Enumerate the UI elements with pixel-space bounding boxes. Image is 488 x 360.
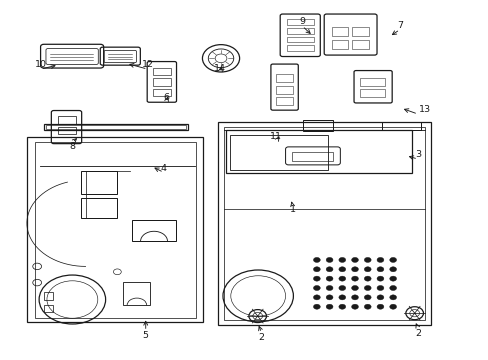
Bar [359,78,385,86]
Bar [81,171,117,194]
Circle shape [338,267,345,272]
Bar [132,220,176,241]
Circle shape [338,276,345,281]
Circle shape [338,295,345,300]
Text: 7: 7 [396,21,402,30]
Circle shape [325,295,332,300]
Circle shape [389,257,396,262]
Bar [275,86,293,94]
Circle shape [325,267,332,272]
Circle shape [313,257,320,262]
Bar [153,68,170,75]
Text: 12: 12 [142,60,153,69]
Bar [351,27,368,36]
Text: 11: 11 [270,132,282,141]
Text: 5: 5 [142,331,148,340]
Circle shape [389,267,396,272]
Circle shape [364,295,370,300]
Circle shape [338,285,345,291]
Text: 13: 13 [419,105,430,114]
Circle shape [376,276,383,281]
Circle shape [364,267,370,272]
Circle shape [351,267,358,272]
Bar [286,37,313,42]
Circle shape [364,304,370,309]
Circle shape [325,304,332,309]
Text: 9: 9 [299,17,305,26]
Circle shape [351,276,358,281]
Text: 4: 4 [161,164,166,173]
Text: 8: 8 [69,143,75,152]
Circle shape [338,257,345,262]
Bar [153,89,170,96]
Bar [229,135,327,170]
Circle shape [351,295,358,300]
Circle shape [389,295,396,300]
Circle shape [389,285,396,291]
Circle shape [313,304,320,309]
Circle shape [313,285,320,291]
Bar [275,74,293,82]
Circle shape [376,285,383,291]
Text: 3: 3 [414,150,420,159]
Text: 14: 14 [214,64,225,73]
Bar [81,198,117,218]
Circle shape [376,267,383,272]
Circle shape [313,276,320,281]
Circle shape [313,267,320,272]
Circle shape [376,257,383,262]
Circle shape [364,257,370,262]
Circle shape [351,285,358,291]
Bar [331,40,347,49]
Circle shape [325,257,332,262]
Bar [331,27,347,36]
Circle shape [325,285,332,291]
Bar [292,152,332,161]
Circle shape [338,304,345,309]
Bar [303,120,332,131]
Bar [286,19,313,25]
Circle shape [351,257,358,262]
Bar [286,45,313,51]
Bar [123,282,150,305]
Bar [351,40,368,49]
Bar [359,89,385,97]
Bar [58,127,76,134]
Text: 2: 2 [258,333,264,342]
Text: 10: 10 [35,60,46,69]
Bar [275,97,293,105]
Text: 1: 1 [289,205,295,214]
Bar [286,28,313,34]
Circle shape [389,276,396,281]
Text: 2: 2 [414,328,420,338]
Circle shape [364,285,370,291]
Circle shape [376,295,383,300]
Bar [382,122,420,130]
Text: 6: 6 [163,94,169,103]
Circle shape [389,304,396,309]
Circle shape [376,304,383,309]
Bar [153,78,170,86]
Bar [44,305,53,312]
Circle shape [364,276,370,281]
Bar [58,116,76,124]
Bar [44,292,53,300]
Bar [225,130,411,173]
Circle shape [325,276,332,281]
Circle shape [313,295,320,300]
Circle shape [351,304,358,309]
